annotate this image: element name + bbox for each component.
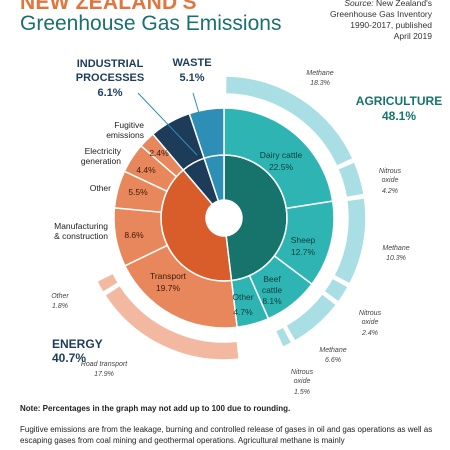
outer-ring-agriculture-dairy-cattle-nitrous-oxide <box>336 160 365 199</box>
waste-value: 5.1% <box>179 72 204 84</box>
source-line-3: 1990-2017, published <box>350 20 432 30</box>
transport-other-value: 1.8% <box>52 303 68 310</box>
middle-ring-waste <box>188 107 225 160</box>
dairy-nitrous-label: Nitrous oxide <box>379 168 402 184</box>
page-title-line1: NEW ZEALAND'S <box>20 0 197 14</box>
source-line-4: April 2019 <box>393 31 432 41</box>
manufacturing-label: Manufacturing & construction <box>54 221 108 241</box>
industrial-label: INDUSTRIAL PROCESSES <box>76 58 144 84</box>
industrial-leader-line <box>137 92 198 156</box>
road-transport-label: Road transport <box>81 361 128 368</box>
road-transport-value: 17.9% <box>94 371 114 378</box>
beef-cattle-label: Beef cattle <box>262 274 283 295</box>
energy-other-value: 5.5% <box>128 187 148 197</box>
fugitive-footnote: Fugitive emissions are from the leakage,… <box>20 425 433 445</box>
manufacturing-value: 8.6% <box>124 230 144 240</box>
outer-ring-agriculture-sheep-methane <box>332 197 367 285</box>
rounding-note: Note: Percentages in the graph may not a… <box>20 404 291 413</box>
dairy-cattle-value: 22.5% <box>269 162 294 172</box>
fugitive-value: 2.4% <box>149 148 169 158</box>
dairy-nitrous-value: 4.2% <box>382 188 398 195</box>
waste-label: WASTE <box>172 57 211 69</box>
electricity-value: 4.4% <box>136 165 156 175</box>
beef-nitrous-label: Nitrous oxide <box>291 369 314 385</box>
page-title-line2: Greenhouse Gas Emissions <box>20 12 282 35</box>
industrial-value: 6.1% <box>97 87 122 99</box>
chart-center-hole <box>208 202 240 234</box>
source-note: Source: New Zealand's Greenhouse Gas Inv… <box>282 0 432 42</box>
sheep-nitrous-label: Nitrous oxide <box>359 310 382 326</box>
sheep-value: 12.7% <box>291 247 316 257</box>
sheep-nitrous-value: 2.4% <box>361 330 378 337</box>
beef-methane-value: 6.6% <box>325 357 341 364</box>
transport-label: Transport <box>150 271 187 281</box>
energy-label: ENERGY <box>52 337 103 351</box>
energy-other-label: Other <box>90 183 111 193</box>
dairy-methane-label: Methane <box>306 70 333 77</box>
fugitive-label: Fugitive emissions <box>106 120 144 140</box>
dairy-methane-value: 18.3% <box>310 80 330 87</box>
electricity-label: Electricity generation <box>81 146 122 166</box>
beef-nitrous-value: 1.5% <box>294 389 310 396</box>
outer-ring-agriculture-sheep-nitrous-oxide <box>322 277 350 304</box>
source-label: Source: <box>344 0 374 8</box>
transport-other-label: Other <box>51 293 69 300</box>
sheep-methane-label: Methane <box>382 245 409 252</box>
dairy-cattle-label: Dairy cattle <box>260 150 303 160</box>
agri-other-value: 4.7% <box>233 307 253 317</box>
outer-ring-agriculture-beef-cattle-nitrous-oxide <box>274 325 293 349</box>
outer-ring-energy-transport-road-transport <box>103 284 241 361</box>
source-line-1: New Zealand's <box>376 0 432 8</box>
transport-value: 19.7% <box>156 283 181 293</box>
sheep-methane-value: 10.3% <box>386 255 406 262</box>
beef-methane-label: Methane <box>319 347 346 354</box>
outer-ring-energy-transport-other <box>95 272 120 294</box>
agriculture-value: 48.1% <box>382 109 416 123</box>
waste-leader-line <box>192 92 211 151</box>
agri-other-label: Other <box>232 292 253 302</box>
agriculture-label: AGRICULTURE <box>356 94 442 108</box>
sheep-label: Sheep <box>291 235 316 245</box>
beef-cattle-value: 8.1% <box>262 296 282 306</box>
outer-ring-agriculture-beef-cattle-methane <box>284 292 338 343</box>
source-line-2: Greenhouse Gas Inventory <box>329 9 432 19</box>
outer-ring-agriculture-dairy-cattle-methane <box>224 75 355 168</box>
energy-value: 40.7% <box>52 351 86 365</box>
